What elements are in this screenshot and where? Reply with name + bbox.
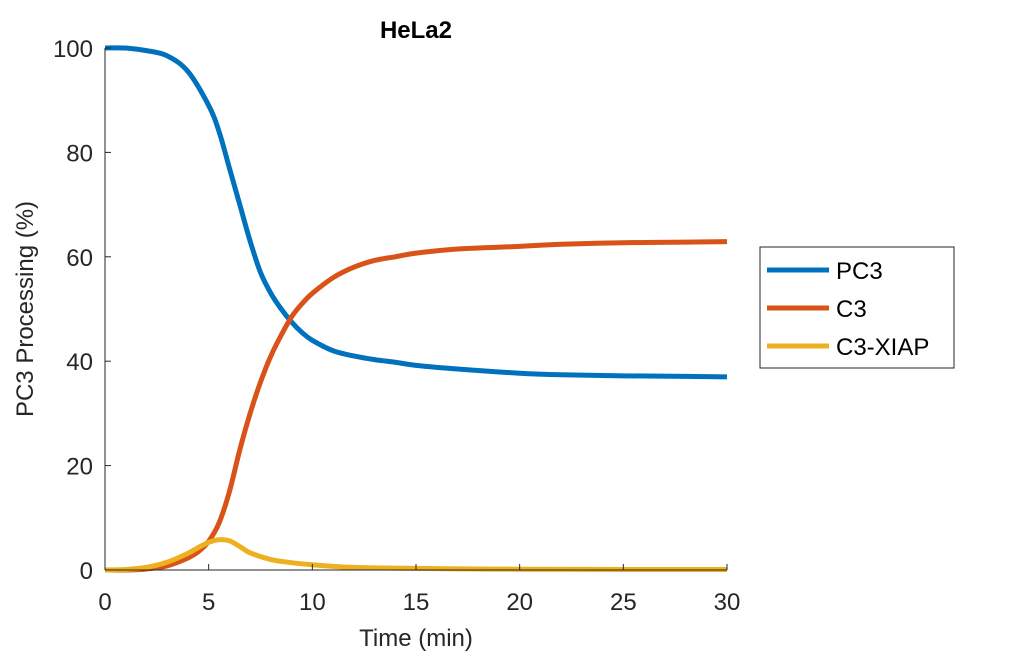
y-tick-label: 80 (66, 140, 93, 167)
series-line-c3-xiap (104, 537, 728, 573)
y-axis-label: PC3 Processing (%) (12, 201, 39, 417)
x-tick-label: 30 (714, 589, 741, 616)
legend-items: PC3 C3 C3-XIAP (767, 258, 929, 361)
x-tick-label: 10 (299, 589, 326, 616)
x-tick-label: 20 (506, 589, 533, 616)
x-ticks: 0 5 10 15 20 25 30 (98, 564, 740, 616)
y-tick-label: 20 (66, 454, 93, 481)
legend-label: PC3 (836, 258, 883, 285)
y-tick-label: 0 (80, 558, 93, 585)
series-layer (104, 45, 728, 573)
x-axis-label: Time (min) (359, 625, 473, 652)
axes (104, 48, 727, 571)
x-tick-label: 0 (98, 589, 111, 616)
y-tick-label: 100 (53, 36, 93, 63)
x-tick-label: 25 (610, 589, 637, 616)
series-line-pc3 (104, 45, 728, 380)
x-tick-label: 15 (403, 589, 430, 616)
chart-title: HeLa2 (380, 17, 452, 44)
series-line-c3 (104, 239, 728, 573)
x-tick-label: 5 (202, 589, 215, 616)
y-tick-label: 60 (66, 245, 93, 272)
y-tick-label: 40 (66, 349, 93, 376)
legend-label: C3 (836, 296, 867, 323)
y-ticks: 0 20 40 60 80 100 (53, 36, 111, 585)
legend: PC3 C3 C3-XIAP (759, 246, 955, 369)
legend-label: C3-XIAP (836, 334, 929, 361)
